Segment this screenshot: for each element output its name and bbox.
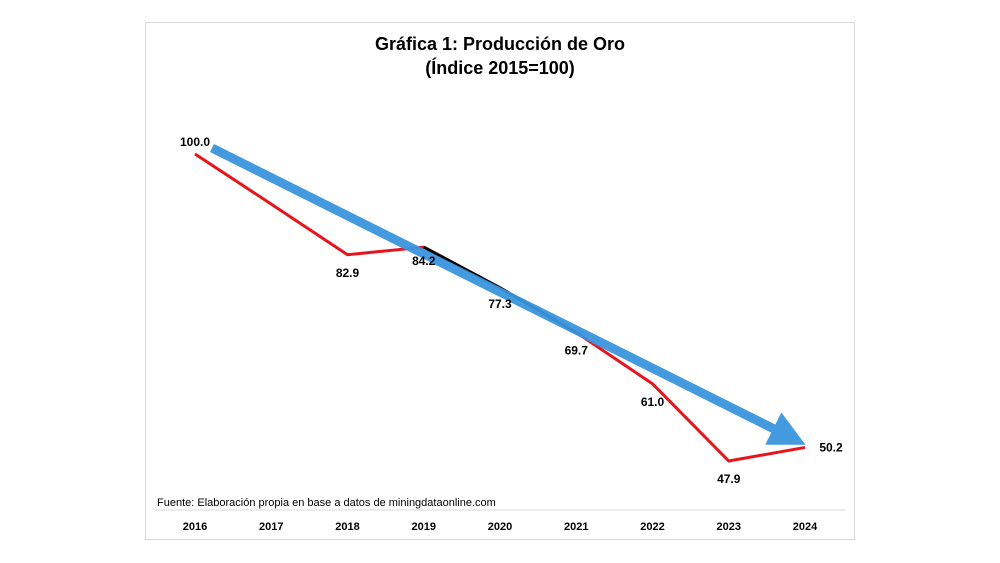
data-label-2018: 82.9 <box>336 266 360 280</box>
chart-subtitle: (Índice 2015=100) <box>425 58 575 78</box>
x-tick-2024: 2024 <box>793 521 818 533</box>
data-label-2019: 84.2 <box>412 254 436 268</box>
trend-arrow <box>209 143 806 445</box>
x-tick-2023: 2023 <box>717 521 741 533</box>
x-tick-2021: 2021 <box>564 521 588 533</box>
data-label-2020: 77.3 <box>488 297 512 311</box>
data-label-2021: 69.7 <box>565 344 589 358</box>
x-tick-2019: 2019 <box>412 521 436 533</box>
data-labels: 100.0 82.9 84.2 77.3 69.7 61.0 47.9 50.2 <box>180 135 843 486</box>
x-tick-2018: 2018 <box>335 521 359 533</box>
x-tick-2020: 2020 <box>488 521 512 533</box>
data-label-2016: 100.0 <box>180 135 210 149</box>
series-group <box>194 143 806 463</box>
data-label-2023: 47.9 <box>717 472 741 486</box>
x-tick-2016: 2016 <box>183 521 207 533</box>
chart-title-block: Gráfica 1: Producción de Oro (Índice 201… <box>145 32 855 80</box>
x-tick-2022: 2022 <box>640 521 664 533</box>
x-tick-2017: 2017 <box>259 521 283 533</box>
data-label-2024: 50.2 <box>819 440 843 454</box>
source-note: Fuente: Elaboración propia en base a dat… <box>157 497 496 509</box>
x-axis-ticks: 2016 2017 2018 2019 2020 2021 2022 2023 2024 <box>183 521 818 533</box>
chart-frame <box>145 22 855 540</box>
chart-title: Gráfica 1: Producción de Oro <box>374 34 626 54</box>
data-label-2022: 61.0 <box>641 395 665 409</box>
